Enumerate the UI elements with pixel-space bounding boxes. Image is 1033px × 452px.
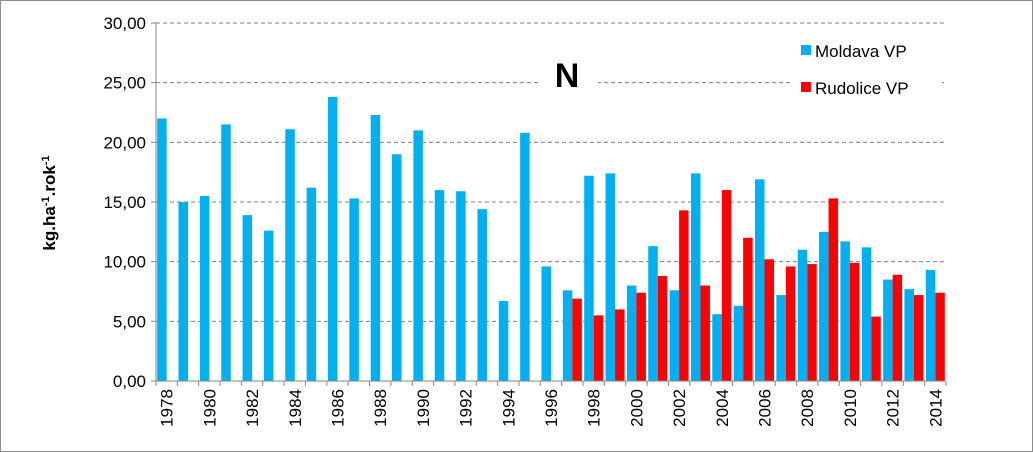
- bar-rudolice-2010: [849, 262, 860, 381]
- y-tick-label: 5,00: [113, 312, 146, 331]
- bar-moldava-1978: [157, 118, 167, 381]
- bar-moldava-1979: [178, 202, 189, 381]
- y-tick-label: 10,00: [103, 253, 146, 272]
- bar-rudolice-2009: [828, 198, 839, 381]
- title-background: [538, 48, 598, 98]
- x-tick-labels: 1978 1980 1982 1984 1986 1988 1990 1992 1994 1996…: [158, 389, 946, 427]
- x-tick-label: 1982: [243, 389, 262, 427]
- x-tick-label: 1986: [328, 389, 347, 427]
- bar-moldava-1982: [242, 215, 253, 381]
- bar-moldava-1993: [477, 209, 487, 381]
- bar-rudolice-2002: [679, 210, 689, 381]
- bar-moldava-2006: [755, 179, 765, 381]
- legend-label-rudolice: Rudolice VP: [815, 79, 909, 98]
- bar-rudolice-2004: [721, 190, 732, 381]
- y-tick-labels: 0,00 5,00 10,00 15,00 20,00 25,00 30,00: [103, 14, 146, 391]
- x-tick-label: 2008: [798, 389, 817, 427]
- bar-moldava-1994: [498, 301, 509, 381]
- bar-rudolice-2001: [657, 275, 668, 381]
- bar-moldava-2003: [690, 173, 701, 381]
- legend-background: [790, 32, 942, 104]
- bar-rudolice-2008: [807, 264, 817, 381]
- y-tick-label: 25,00: [103, 74, 146, 93]
- y-axis-label: kg.ha-1.rok-1: [40, 155, 59, 250]
- bar-moldava-2013: [904, 289, 914, 381]
- bar-rudolice-1997: [572, 298, 582, 381]
- bar-moldava-1989: [392, 154, 402, 381]
- bar-moldava-1987: [349, 198, 359, 381]
- bar-rudolice-1999: [615, 309, 625, 381]
- x-tick-label: 2012: [884, 389, 903, 427]
- bar-moldava-1995: [520, 132, 530, 381]
- bar-moldava-1986: [327, 96, 338, 382]
- x-tick-label: 1978: [158, 389, 177, 427]
- bar-moldava-1999: [605, 173, 616, 381]
- bar-rudolice-2013: [913, 295, 924, 381]
- x-tick-label: 1992: [457, 389, 476, 427]
- bar-moldava-2007: [776, 295, 786, 381]
- bar-moldava-1983: [263, 230, 274, 381]
- bar-moldava-2008: [797, 249, 808, 381]
- x-tick-label: 1990: [414, 389, 433, 427]
- legend-swatch-moldava: [801, 45, 811, 55]
- bar-moldava-2010: [840, 241, 850, 381]
- x-tick-label: 2006: [756, 389, 775, 427]
- bar-moldava-2005: [733, 305, 744, 381]
- x-tick-label: 1996: [542, 389, 561, 427]
- bar-moldava-1998: [584, 175, 594, 381]
- bar-moldava-2009: [819, 231, 829, 381]
- bar-rudolice-2005: [743, 237, 753, 381]
- bar-moldava-1990: [413, 130, 423, 381]
- legend-label-moldava: Moldava VP: [815, 42, 907, 61]
- bar-moldava-1980: [199, 196, 210, 381]
- bar-rudolice-2014: [935, 292, 945, 381]
- bar-moldava-1985: [306, 187, 317, 381]
- bar-rudolice-2007: [785, 266, 796, 381]
- bar-moldava-2011: [861, 247, 872, 381]
- x-tick-label: 1998: [585, 389, 604, 427]
- x-tick-label: 2014: [926, 389, 945, 427]
- y-tick-label: 15,00: [103, 193, 146, 212]
- bar-rudolice-1998: [593, 315, 604, 381]
- bar-moldava-2001: [648, 246, 658, 381]
- bar-moldava-1997: [562, 290, 573, 381]
- x-tick-label: 2004: [713, 389, 732, 427]
- legend-swatch-rudolice: [801, 82, 811, 92]
- x-tick-label: 1994: [499, 389, 518, 427]
- bar-rudolice-2012: [892, 274, 903, 381]
- bar-moldava-2014: [925, 270, 936, 381]
- y-tick-label: 30,00: [103, 14, 146, 33]
- axes: [151, 22, 947, 386]
- x-tick-label: 2002: [670, 389, 689, 427]
- x-tick-label: 1988: [371, 389, 390, 427]
- bar-moldava-2012: [883, 279, 893, 381]
- bar-rudolice-2000: [636, 292, 646, 381]
- bar-moldava-1992: [456, 191, 466, 381]
- bar-rudolice-2003: [700, 285, 710, 381]
- bar-rudolice-2006: [764, 259, 775, 381]
- x-tick-label: 1980: [200, 389, 219, 427]
- bar-moldava-1984: [285, 129, 295, 381]
- legend: Moldava VP Rudolice VP: [790, 32, 942, 104]
- bar-moldava-1991: [434, 190, 445, 381]
- x-tick-label: 2000: [627, 389, 646, 427]
- bar-moldava-1988: [370, 114, 381, 381]
- bar-moldava-2002: [669, 290, 680, 381]
- y-tick-label: 0,00: [113, 372, 146, 391]
- bar-moldava-1996: [541, 266, 551, 381]
- bar-rudolice-2011: [871, 316, 881, 381]
- x-tick-label: 2010: [841, 389, 860, 427]
- bar-moldava-2000: [626, 285, 637, 381]
- y-tick-label: 20,00: [103, 133, 146, 152]
- bar-moldava-2004: [712, 314, 722, 381]
- bars: [157, 96, 945, 382]
- x-tick-label: 1984: [286, 389, 305, 427]
- chart-title: N: [555, 57, 580, 95]
- bar-moldava-1981: [221, 124, 231, 382]
